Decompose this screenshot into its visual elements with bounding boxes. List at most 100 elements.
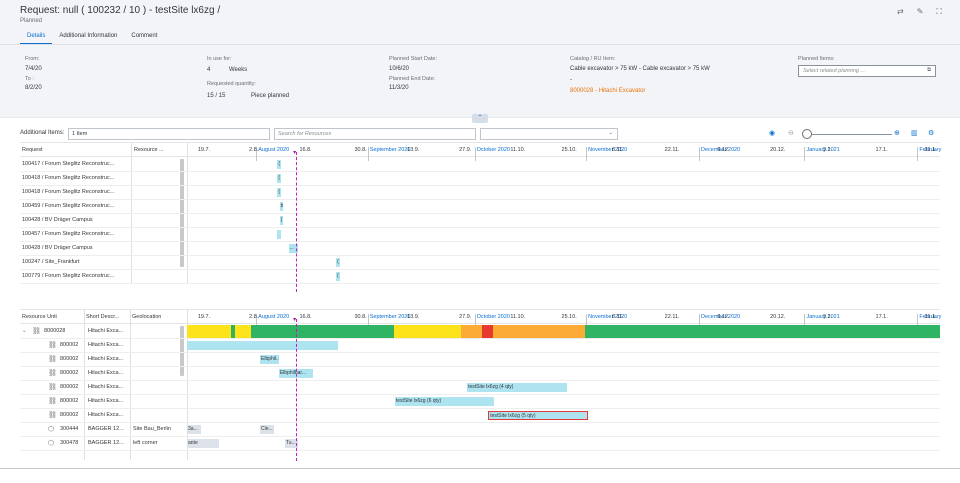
request-bar[interactable]: ( xyxy=(336,272,340,281)
request-bar[interactable] xyxy=(277,230,282,239)
assignment-bar[interactable] xyxy=(187,341,338,350)
table-row[interactable]: ⛓ 800002 Hitachi Exca... testSite lx6zg (6 … xyxy=(20,395,940,409)
col-geolocation[interactable]: Geolocation xyxy=(132,314,162,320)
timeline-week: 11.10. xyxy=(510,147,526,153)
assignment-bar[interactable]: ante xyxy=(187,439,220,448)
table-row[interactable]: ⌄ ⛓ 8000028 Hitachi Exca... xyxy=(20,325,940,339)
timeline-week: 8.11. xyxy=(611,314,624,320)
additional-items-input[interactable]: 1 Item xyxy=(68,128,270,140)
capacity-segment xyxy=(585,325,940,338)
request-label: 100457 / Forum Steglitz Reconstruc... xyxy=(22,231,115,237)
from-value: 7/4/20 xyxy=(25,66,42,72)
group-icon: ⛓ xyxy=(48,370,57,377)
assignment-bar[interactable]: testSite lx6zg (5 qty) xyxy=(488,411,589,420)
zoom-slider-handle[interactable] xyxy=(802,129,812,139)
zoom-slider[interactable] xyxy=(806,134,892,135)
planned-items-input[interactable]: Select related planning ... ⧉ xyxy=(798,65,936,77)
request-bar[interactable]: ( xyxy=(279,216,284,225)
fullscreen-icon[interactable]: ⛶ xyxy=(936,7,942,16)
edit-icon[interactable]: ✎ xyxy=(916,7,924,16)
table-row[interactable]: 100418 / Forum Steglitz Reconstruc... ( xyxy=(20,186,940,200)
timeline-month: October 2020 xyxy=(474,147,510,161)
table-row[interactable]: 100417 / Forum Steglitz Reconstruc... ( xyxy=(20,158,940,172)
filter-select[interactable]: ⌄ xyxy=(480,128,618,140)
status-text: Planned xyxy=(20,18,43,24)
table-row[interactable]: ⬡ 300444 BAGGER 12... Site Bau_Berlin 3a... C… xyxy=(20,423,940,437)
assignment-bar[interactable]: Elbphil... xyxy=(260,355,279,364)
timeline-week: 20.12. xyxy=(770,314,786,320)
assignment-bar[interactable]: Tu... xyxy=(284,439,299,448)
share-icon[interactable]: ⇄ xyxy=(896,7,904,16)
request-bar[interactable]: b xyxy=(279,202,284,211)
short-description: Hitachi Exca... xyxy=(88,370,124,376)
tab-additional-information[interactable]: Additional Information xyxy=(59,33,118,39)
planned-items-placeholder: Select related planning ... xyxy=(803,68,866,74)
timeline-week: 20.12. xyxy=(770,147,786,153)
timeline-week: 16.8. xyxy=(299,147,312,153)
assignment-bar[interactable]: testSite lx6zg (6 qty) xyxy=(394,397,495,406)
timeline-week: 27.9. xyxy=(459,147,472,153)
request-bar[interactable]: ( xyxy=(277,174,282,183)
request-label: 100247 / Site_Frankfurt xyxy=(22,259,80,265)
settings-icon[interactable]: ⚙ xyxy=(928,130,935,137)
col-short-description[interactable]: Short Descr... xyxy=(86,314,120,320)
request-bar[interactable]: ( xyxy=(277,188,282,197)
zoom-out-icon[interactable]: ⊖ xyxy=(788,130,794,137)
assignment-bar[interactable]: Cle... xyxy=(260,425,274,434)
group-icon: ⛓ xyxy=(48,384,57,391)
col-divider xyxy=(187,310,188,460)
col-request[interactable]: Request xyxy=(22,147,43,153)
col-divider xyxy=(84,310,85,460)
timeline-header: August 2020 September 2020 October 2020 Nov… xyxy=(187,143,941,161)
col-resource[interactable]: Resource ... xyxy=(134,147,164,153)
table-row[interactable]: 100428 / BV Dräger Campus ( xyxy=(20,214,940,228)
timeline-month: February xyxy=(917,314,941,328)
assignment-bar[interactable]: 3a... xyxy=(187,425,201,434)
request-label: 100418 / Forum Steglitz Reconstruc... xyxy=(22,189,115,195)
request-bar[interactable]: ( xyxy=(277,160,282,169)
table-row[interactable]: ⛓ 800002 Hitachi Exca... testSite lx6zg (5 … xyxy=(20,409,940,423)
table-row[interactable]: 100459 / Forum Steglitz Reconstruc... b xyxy=(20,200,940,214)
assignment-bar[interactable]: testSite lx6zg (4 qty) xyxy=(467,383,568,392)
table-row[interactable]: ⛓ 800002 Hitachi Exca... Elbphilhar... xyxy=(20,367,940,381)
timeline-week: 30.8. xyxy=(354,314,367,320)
table-row[interactable]: 100418 / Forum Steglitz Reconstruc... ( xyxy=(20,172,940,186)
in-use-label: In use for: xyxy=(207,56,232,62)
table-row[interactable]: ⬡ 300478 BAGGER 12... left corner ante Tu... xyxy=(20,437,940,451)
timeline-month: September 2020 xyxy=(367,314,410,328)
assignment-bar[interactable]: Elbphilhar... xyxy=(278,369,313,378)
resource-id: 300444 xyxy=(60,426,79,432)
value-help-icon[interactable]: ⧉ xyxy=(927,67,931,73)
tab-comment[interactable]: Comment xyxy=(131,33,158,39)
table-icon[interactable]: ▥ xyxy=(911,130,918,137)
group-icon: ⛓ xyxy=(48,342,57,349)
chevron-down-icon[interactable]: ⌄ xyxy=(22,328,27,334)
table-row[interactable]: ⛓ 800002 Hitachi Exca... Elbphil... xyxy=(20,353,940,367)
timeline-month: August 2020 xyxy=(256,147,289,161)
resources-scrollbar[interactable] xyxy=(180,326,184,376)
resource-id: 800002 xyxy=(60,398,79,404)
request-bar[interactable]: ( xyxy=(336,258,340,267)
catalog-label: Catalog / RU Item: xyxy=(570,56,616,62)
table-row[interactable]: ⛓ 800002 Hitachi Exca... testSite lx6zg (4 … xyxy=(20,381,940,395)
zoom-in-icon[interactable]: ⊕ xyxy=(894,130,900,137)
table-row[interactable]: ⛓ 800002 Hitachi Exca... xyxy=(20,339,940,353)
table-row[interactable]: 100247 / Site_Frankfurt ( xyxy=(20,256,940,270)
collapse-header-button[interactable]: ⌃ xyxy=(472,114,488,123)
table-row[interactable]: 100428 / BV Dräger Campus... xyxy=(20,242,940,256)
resource-search-input[interactable]: Search for Resources xyxy=(274,128,476,140)
timeline-week: 19.7. xyxy=(197,314,211,320)
chevron-up-icon: ⌃ xyxy=(477,115,483,121)
to-label: To : xyxy=(25,76,34,82)
timeline-week: 16.8. xyxy=(299,314,312,320)
view-icon[interactable]: ◉ xyxy=(769,130,776,137)
capacity-segment xyxy=(394,325,462,338)
table-row[interactable]: 100457 / Forum Steglitz Reconstruc... xyxy=(20,228,940,242)
table-row[interactable]: 100779 / Forum Steglitz Reconstruc... ( xyxy=(20,270,940,284)
col-divider xyxy=(130,310,131,460)
col-resource-unit[interactable]: Resource Unit xyxy=(22,314,57,320)
timeline-month: February xyxy=(917,147,941,161)
catalog-link[interactable]: 8000028 - Hitachi Excavator xyxy=(570,88,646,94)
request-bar[interactable]: ... xyxy=(288,244,298,253)
group-icon: ⛓ xyxy=(48,412,57,419)
